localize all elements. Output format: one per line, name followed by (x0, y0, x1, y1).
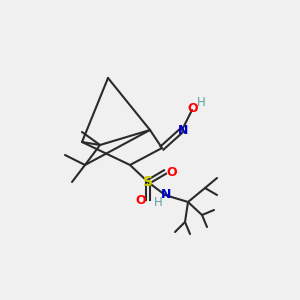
Text: N: N (161, 188, 171, 202)
Text: H: H (154, 196, 162, 209)
Text: O: O (136, 194, 146, 206)
Text: O: O (188, 103, 198, 116)
Text: O: O (167, 166, 177, 178)
Text: S: S (143, 175, 153, 189)
Text: H: H (196, 97, 206, 110)
Text: N: N (178, 124, 188, 136)
